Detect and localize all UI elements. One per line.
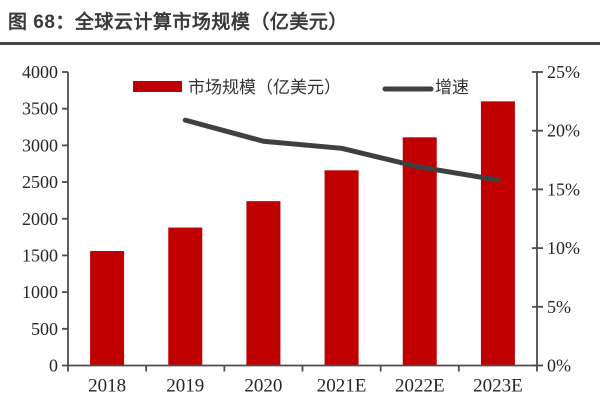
title-underline — [0, 42, 600, 45]
bar-2020 — [246, 201, 281, 366]
legend-bar-label: 市场规模（亿美元） — [188, 78, 341, 98]
bar-2019 — [168, 227, 203, 366]
legend-bar-swatch — [133, 81, 182, 92]
y-right-tick-label: 20% — [547, 121, 580, 141]
y-right-tick-label: 0% — [547, 356, 571, 376]
x-tick-label: 2022E — [395, 376, 445, 397]
x-tick-label: 2020 — [244, 376, 282, 397]
growth-line-group — [182, 117, 501, 183]
y-left-tick-label: 1500 — [22, 245, 58, 265]
y-left-tick-label: 2500 — [22, 172, 58, 192]
bar-2023E — [480, 101, 515, 366]
x-tick-label: 2018 — [88, 376, 126, 397]
y-right-tick-label: 10% — [547, 238, 580, 258]
bar-2018 — [90, 251, 125, 366]
y-right-tick-label: 15% — [547, 179, 580, 199]
bars-group — [90, 101, 515, 366]
x-tick-label: 2023E — [473, 376, 523, 397]
y-left-tick-label: 1000 — [22, 282, 58, 302]
y-right-tick-label: 25% — [547, 62, 580, 82]
legend-line-label: 增速 — [435, 78, 469, 98]
y-right-tick-label: 5% — [547, 297, 571, 317]
x-tick-label: 2021E — [317, 376, 367, 397]
y-left-tick-label: 2000 — [22, 209, 58, 229]
growth-line — [182, 117, 501, 183]
figure-title: 图 68：全球云计算市场规模（亿美元） — [8, 12, 348, 33]
y-left-tick-label: 500 — [31, 319, 58, 339]
bar-2021E — [324, 170, 359, 366]
y-left-tick-label: 4000 — [22, 62, 58, 82]
y-left-tick-label: 0 — [49, 356, 58, 376]
x-tick-label: 2019 — [166, 376, 204, 397]
bar-2022E — [402, 137, 437, 366]
legend: 市场规模（亿美元） 增速 — [133, 78, 469, 98]
market-size-chart: 0 500 1000 1500 2000 2500 3000 3500 4000 0% 5% 10% 1… — [22, 62, 580, 397]
y-left-tick-label: 3500 — [22, 99, 58, 119]
axes-group: 0 500 1000 1500 2000 2500 3000 3500 4000 0% 5% 10% 1… — [22, 62, 580, 397]
y-left-tick-label: 3000 — [22, 135, 58, 155]
